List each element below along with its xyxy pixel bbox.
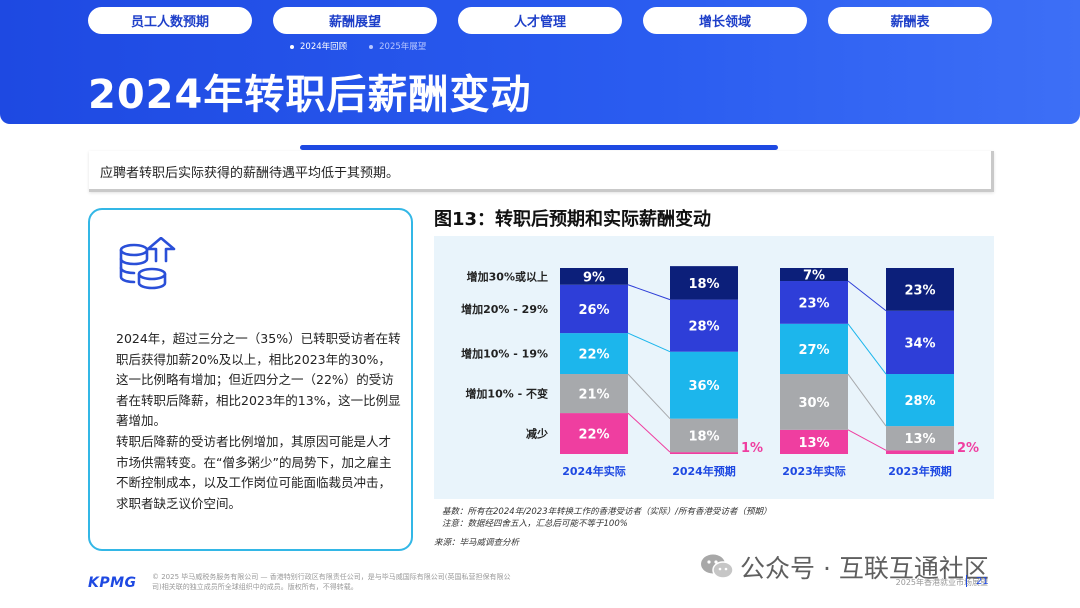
bar-segment [560, 333, 628, 375]
card-paragraph-1: 2024年，超过三分之一（35%）已转职受访者在转职后获得加薪20%及以上，相比… [116, 331, 401, 428]
tab-headcount[interactable]: 员工人数预期 [88, 7, 252, 34]
data-label: 27% [798, 343, 829, 358]
bar-segment [560, 374, 628, 414]
figure-title: 图13：转职后预期和实际薪酬变动 [434, 209, 712, 230]
bar-segment [560, 268, 628, 285]
connector-line [847, 323, 887, 375]
connector-line [627, 284, 671, 301]
footer-divider [966, 575, 967, 587]
report-name: 2025年香港就业市场展望 [895, 578, 988, 587]
bar-segment [780, 281, 848, 324]
data-label: 22% [578, 348, 609, 363]
legend-label: 减少 [526, 427, 548, 441]
data-label: 22% [578, 428, 609, 443]
accent-divider [300, 145, 778, 150]
subtab-2025-outlook[interactable]: 2025年展望 [369, 40, 426, 52]
footnote-note: 注意：数据经四舍五入，汇总后可能不等于100% [442, 519, 628, 529]
data-label: 36% [688, 379, 719, 394]
info-card: 2024年，超过三分之一（35%）已转职受访者在转职后获得加薪20%及以上，相比… [88, 208, 413, 551]
data-label: 28% [904, 394, 935, 409]
tab-salary-outlook[interactable]: 薪酬展望 [273, 7, 437, 34]
data-label: 13% [798, 436, 829, 451]
connector-line [847, 429, 887, 451]
connector-line [847, 280, 887, 312]
tab-talent-management[interactable]: 人才管理 [458, 7, 622, 34]
page-number: 21 [976, 576, 989, 587]
data-label: 30% [798, 396, 829, 411]
page-title: 2024年转职后薪酬变动 [88, 72, 532, 118]
legend-label: 增加30%或以上 [467, 269, 548, 283]
category-label: 2024年预期 [672, 464, 736, 478]
legend-label: 增加20% - 29% [461, 302, 548, 316]
connector-line [847, 373, 887, 427]
connector-line [627, 373, 671, 420]
category-label: 2024年实际 [562, 464, 626, 478]
data-label: 26% [578, 303, 609, 318]
header-banner: 员工人数预期 薪酬展望 人才管理 增长领域 薪酬表 2024年回顾 2025年展… [0, 0, 1080, 124]
coins-arrow-up-icon [119, 237, 176, 290]
watermark-text: 公众号 · 互联互通社区 [740, 554, 989, 583]
bar-segment [886, 268, 954, 311]
data-label: 7% [803, 269, 825, 284]
wechat-watermark: 公众号 · 互联互通社区 [700, 549, 989, 585]
summary-box: 应聘者转职后实际获得的薪酬待遇平均低于其预期。 [89, 151, 994, 192]
data-label: 2% [957, 441, 979, 456]
data-label: 18% [688, 277, 719, 292]
legend-label: 增加10% - 不变 [465, 387, 548, 401]
bar-segment [670, 452, 738, 454]
data-label: 1% [741, 441, 763, 456]
connector-line [627, 332, 671, 353]
bar-segment [886, 374, 954, 427]
tab-salary-table[interactable]: 薪酬表 [828, 7, 992, 34]
subtab-label: 2024年回顾 [300, 42, 348, 52]
card-paragraph-2: 转职后降薪的受访者比例增加，其原因可能是人才市场供需转变。在“僧多粥少”的局势下… [116, 434, 392, 511]
kpmg-logo: KPMG [88, 575, 137, 591]
tab-growth-areas[interactable]: 增长领域 [643, 7, 807, 34]
data-label: 23% [904, 283, 935, 298]
category-label: 2023年实际 [782, 464, 846, 478]
source-note: 来源：毕马威调查分析 [434, 538, 520, 548]
bar-segment [780, 374, 848, 430]
bar-segment [670, 266, 738, 300]
summary-text: 应聘者转职后实际获得的薪酬待遇平均低于其预期。 [100, 166, 400, 181]
bar-segment [780, 268, 848, 282]
footnote-basis: 基数：所有在2024年/2023年转换工作的香港受访者（实际）/所有香港受访者（… [442, 507, 772, 517]
wechat-icon [701, 554, 734, 579]
data-label: 21% [578, 388, 609, 403]
subtab-label: 2025年展望 [379, 42, 427, 52]
data-label: 18% [688, 429, 719, 444]
bar-segment [886, 310, 954, 375]
legend-label: 增加10% - 19% [461, 347, 548, 361]
data-label: 13% [904, 432, 935, 447]
copyright-text: © 2025 毕马威税务服务有限公司 — 香港特别行政区有限责任公司，是与毕马威… [152, 573, 511, 591]
bar-segment [560, 284, 628, 334]
data-label: 23% [798, 296, 829, 311]
bar-segment [886, 426, 954, 451]
data-label: 9% [583, 270, 605, 285]
bar-segment [560, 413, 628, 454]
bar-segment [780, 429, 848, 454]
data-label: 28% [688, 320, 719, 335]
subtab-2024-review[interactable]: 2024年回顾 [290, 40, 347, 52]
stacked-bar-chart: 22% 21% 22% 26% 9% 1% 18% 36% 28% 18% 13% 30% 27% 23%… [461, 266, 979, 478]
bar-segment [780, 323, 848, 375]
bar-segment [670, 418, 738, 453]
bar-segment [670, 351, 738, 419]
connector-line [627, 412, 671, 453]
bar-segment [670, 299, 738, 352]
subnav: 2024年回顾 2025年展望 [290, 40, 426, 52]
bar-segment [886, 450, 954, 454]
category-label: 2023年预期 [888, 464, 952, 478]
data-label: 34% [904, 336, 935, 351]
